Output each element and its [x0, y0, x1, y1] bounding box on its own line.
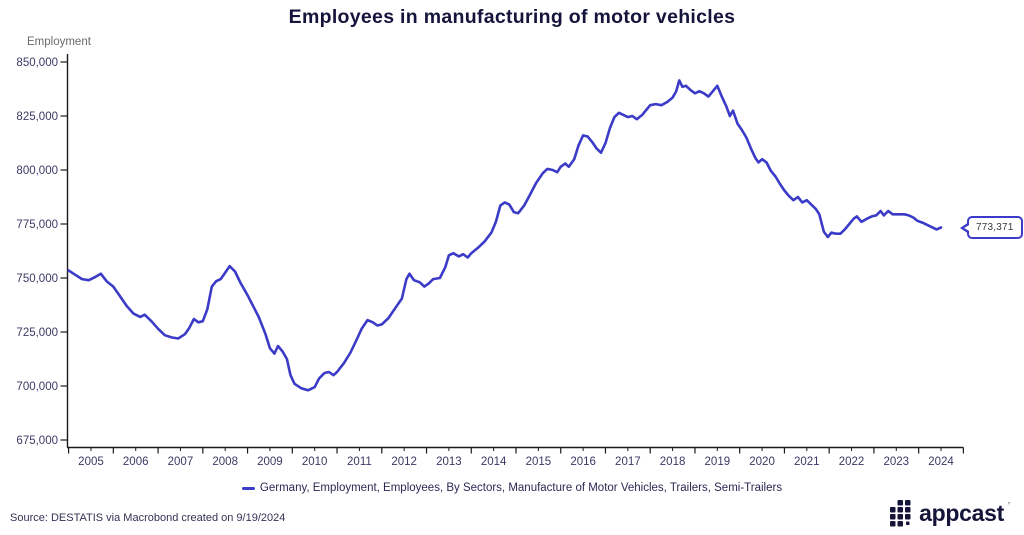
y-axis: 850,000 825,000 800,000 775,000 750,000 725,0…	[16, 54, 69, 448]
x-tick-label: 2020	[749, 456, 775, 468]
x-tick-label: 2021	[794, 456, 820, 468]
x-tick-label: 2017	[615, 456, 641, 468]
x-tick-label: 2013	[436, 456, 462, 468]
y-tick-label: 775,000	[16, 219, 58, 231]
x-tick-label: 2006	[123, 456, 149, 468]
y-tick-label: 700,000	[16, 381, 58, 393]
x-tick-label: 2024	[928, 456, 954, 468]
x-tick-label: 2005	[78, 456, 104, 468]
legend: Germany, Employment, Employees, By Secto…	[0, 482, 1024, 494]
x-tick-label: 2014	[481, 456, 507, 468]
y-tick-label: 750,000	[16, 273, 58, 285]
y-axis-title: Employment	[27, 36, 91, 48]
value-callout: 773,371	[967, 216, 1023, 239]
x-tick-label: 2023	[883, 456, 909, 468]
y-tick-label: 675,000	[16, 435, 58, 447]
x-tick-label: 2019	[705, 456, 731, 468]
series-path	[67, 79, 943, 392]
x-tick-label: 2016	[570, 456, 596, 468]
legend-label: Germany, Employment, Employees, By Secto…	[259, 482, 783, 494]
x-tick-label: 2018	[660, 456, 686, 468]
y-tick-label: 825,000	[16, 111, 58, 123]
y-tick-label: 725,000	[16, 327, 58, 339]
appcast-trademark-icon: ʼ	[1008, 501, 1010, 511]
x-tick-label: 2015	[526, 456, 552, 468]
appcast-logo-icon	[890, 500, 911, 527]
appcast-logo-text: appcast	[919, 500, 1004, 526]
x-tick-label: 2009	[257, 456, 283, 468]
series-line	[67, 79, 943, 392]
chart-title: Employees in manufacturing of motor vehi…	[288, 6, 736, 28]
y-tick-label: 800,000	[16, 165, 58, 177]
x-tick-label: 2008	[212, 456, 238, 468]
x-tick-label: 2007	[168, 456, 194, 468]
x-tick-label: 2012	[391, 456, 417, 468]
value-callout-label: 773,371	[976, 222, 1014, 233]
source-note: Source: DESTATIS via Macrobond created o…	[10, 512, 286, 524]
x-tick-label: 2011	[347, 456, 372, 468]
x-tick-label: 2022	[839, 456, 865, 468]
legend-line-marker	[241, 486, 255, 490]
x-tick-label: 2010	[302, 456, 328, 468]
appcast-logo: appcast ʼ	[890, 500, 1010, 527]
y-tick-label: 850,000	[16, 57, 58, 69]
x-axis: 2005 2006 2007 2008 2009 2010 2011 2012 2013 2014…	[67, 446, 965, 468]
